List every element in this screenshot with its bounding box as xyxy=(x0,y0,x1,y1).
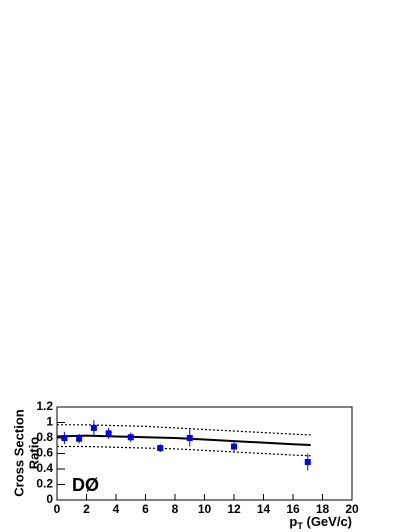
x-tick-label: 10 xyxy=(198,502,212,516)
y-axis-label: Cross Section xyxy=(11,409,26,496)
x-tick-label: 2 xyxy=(83,502,90,516)
y-tick-label: 0.4 xyxy=(36,461,53,475)
x-tick-label: 16 xyxy=(286,502,300,516)
data-point xyxy=(186,435,193,441)
x-tick-label: 20 xyxy=(345,502,359,516)
y-tick-label: 0 xyxy=(46,492,53,506)
x-tick-label: 14 xyxy=(257,502,271,516)
data-point xyxy=(61,435,68,441)
x-tick-label: 6 xyxy=(142,502,149,516)
x-tick-label: 4 xyxy=(113,502,120,516)
data-point xyxy=(76,435,83,442)
data-point xyxy=(157,445,164,452)
x-tick-label: 18 xyxy=(316,502,330,516)
y-tick-label: 1.2 xyxy=(36,399,53,413)
curve xyxy=(57,424,311,436)
data-point xyxy=(231,443,237,450)
data-point xyxy=(105,430,112,437)
curve xyxy=(57,445,311,457)
data-point xyxy=(127,434,134,441)
x-tick-label: 0 xyxy=(54,502,61,516)
x-axis-label: pT (GeV/c) xyxy=(289,514,352,531)
annotation: DØ xyxy=(72,475,99,495)
x-label-part: (GeV/c) xyxy=(303,514,352,529)
data-point xyxy=(90,424,97,431)
x-label-sub: T xyxy=(297,521,303,531)
y-tick-label: 0.6 xyxy=(36,446,53,460)
y-tick-label: 0.2 xyxy=(36,477,53,491)
x-label-part: p xyxy=(289,514,297,529)
curve xyxy=(56,434,311,446)
y-tick-label: 1 xyxy=(46,415,53,429)
y-axis-label: Ratio xyxy=(26,437,41,470)
x-tick-label: 12 xyxy=(227,502,241,516)
y-tick-label: 0.8 xyxy=(36,430,53,444)
data-point xyxy=(304,459,311,466)
x-tick-label: 8 xyxy=(172,502,179,516)
